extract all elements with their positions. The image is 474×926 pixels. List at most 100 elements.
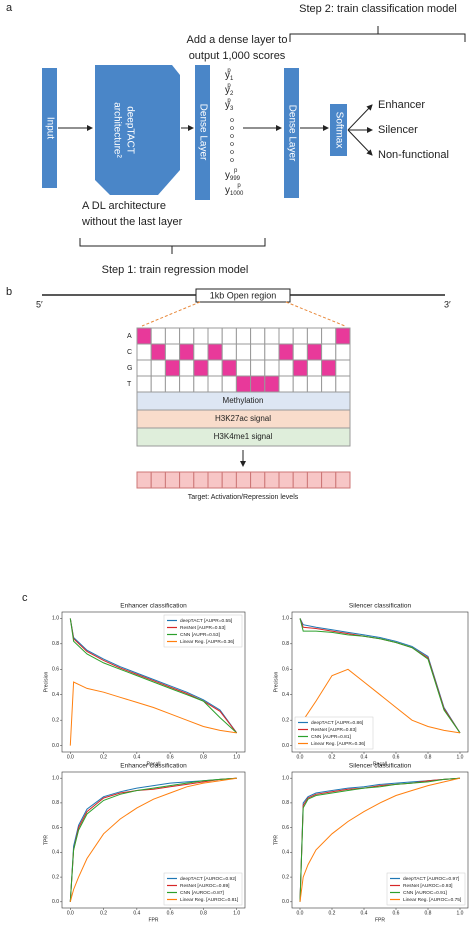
legend-label: Linear Reg. [AUPR=0.36] (311, 741, 365, 747)
x-tick-label: 1.0 (233, 754, 240, 760)
cell (136, 375, 152, 393)
cell (292, 359, 308, 377)
dense-layer (195, 65, 210, 200)
arrows (347, 104, 373, 156)
chart-title: Silencer classification (349, 603, 412, 610)
curve (299, 668, 461, 746)
y-axis-label: TPR (273, 835, 279, 845)
y-tick-label: 0.0 (52, 743, 59, 749)
y-tick-label: 1.0 (52, 616, 59, 622)
cell (235, 343, 252, 361)
x-axis-label: Recall (373, 761, 387, 767)
class: Silencer (378, 124, 418, 136)
softmax-box (330, 104, 347, 156)
y-tick-label: 1.0 (282, 616, 289, 622)
cell (335, 327, 351, 345)
cell (278, 359, 294, 377)
dense-text: Dense Layer (286, 105, 297, 162)
panel-label: c (22, 592, 28, 604)
cell (335, 375, 351, 393)
output-sup: p (234, 168, 238, 174)
curve (299, 777, 461, 902)
chart-title: Silencer classification (349, 763, 412, 770)
cell (306, 343, 323, 361)
cell (264, 375, 280, 393)
y-tick-label: 0.8 (282, 800, 289, 806)
cell (292, 327, 308, 345)
dense-text: Dense Layer (197, 104, 208, 161)
output-sup: p (227, 68, 231, 74)
legend-label: ResNet [AUPR=0.53] (180, 625, 225, 631)
output-sub: 3 (230, 106, 234, 112)
cell (235, 375, 252, 393)
legend-label: Linear Reg. [AUPR=0.36] (180, 639, 234, 645)
chart-title: Enhancer classification (120, 763, 187, 770)
cell (250, 471, 266, 489)
note: output 1,000 scores (189, 50, 286, 62)
cell (207, 375, 223, 393)
chart-title: Enhancer classification (120, 603, 187, 610)
cell (278, 471, 294, 489)
y-tick-label: 0.8 (52, 641, 59, 647)
y-tick-label: 0.6 (52, 667, 59, 673)
cell (150, 327, 166, 345)
cell (306, 327, 323, 345)
cell (207, 327, 223, 345)
zoom-lines (141, 301, 346, 327)
output-label: y2 p (225, 83, 234, 97)
curve (69, 681, 237, 746)
cell (292, 471, 308, 489)
cell (193, 343, 209, 361)
cell (321, 327, 337, 345)
architecture-box (95, 65, 180, 195)
class: Enhancer (378, 99, 425, 111)
cell (264, 359, 280, 377)
x-tick-label: 0.2 (100, 754, 107, 760)
x-tick-label: 0.0 (297, 910, 304, 916)
legend-label: deepTACT [AUROC=0.97] (403, 876, 459, 882)
y-axis-label: Precision (43, 672, 49, 693)
base-label: T (127, 381, 132, 388)
x-tick-label: 0.0 (67, 910, 74, 916)
output-label: y1000 p (225, 183, 244, 197)
y-tick-label: 1.0 (282, 776, 289, 782)
curve (299, 618, 461, 734)
cell (136, 327, 152, 345)
legend-label: Linear Reg. [AUROC=0.81] (180, 897, 238, 903)
region-box (195, 288, 291, 303)
cell (193, 327, 209, 345)
cell (136, 359, 152, 377)
cell (164, 327, 181, 345)
dots (230, 118, 234, 162)
cell (235, 471, 252, 489)
y-tick-label: 0.2 (52, 874, 59, 880)
output-sub: 1000 (230, 191, 244, 197)
x-tick-label: 0.2 (329, 754, 336, 760)
class: Non-functional (378, 149, 449, 161)
output-sub: 1 (230, 76, 234, 82)
x-tick-label: 0.4 (133, 910, 140, 916)
input-box (42, 68, 57, 188)
x-tick-label: 1.0 (457, 754, 464, 760)
cell (221, 471, 237, 489)
y-tick-label: 0.2 (52, 718, 59, 724)
x-tick-label: 0.2 (329, 910, 336, 916)
cell (264, 471, 280, 489)
output-base: y (225, 100, 230, 111)
curve (69, 618, 238, 734)
region-text: 1kb Open region (210, 290, 277, 300)
cell (250, 359, 266, 377)
legend-label: Linear Reg. [AUROC=0.75] (403, 897, 461, 903)
cell (164, 375, 181, 393)
note: A DL architecture (82, 200, 166, 212)
cell (221, 359, 237, 377)
y-tick-label: 0.6 (282, 825, 289, 831)
cell (335, 471, 351, 489)
cell (235, 359, 252, 377)
cell (150, 471, 166, 489)
y-tick-label: 0.4 (282, 850, 289, 856)
encoding-grid (136, 327, 351, 393)
x-tick-label: 0.8 (425, 910, 432, 916)
